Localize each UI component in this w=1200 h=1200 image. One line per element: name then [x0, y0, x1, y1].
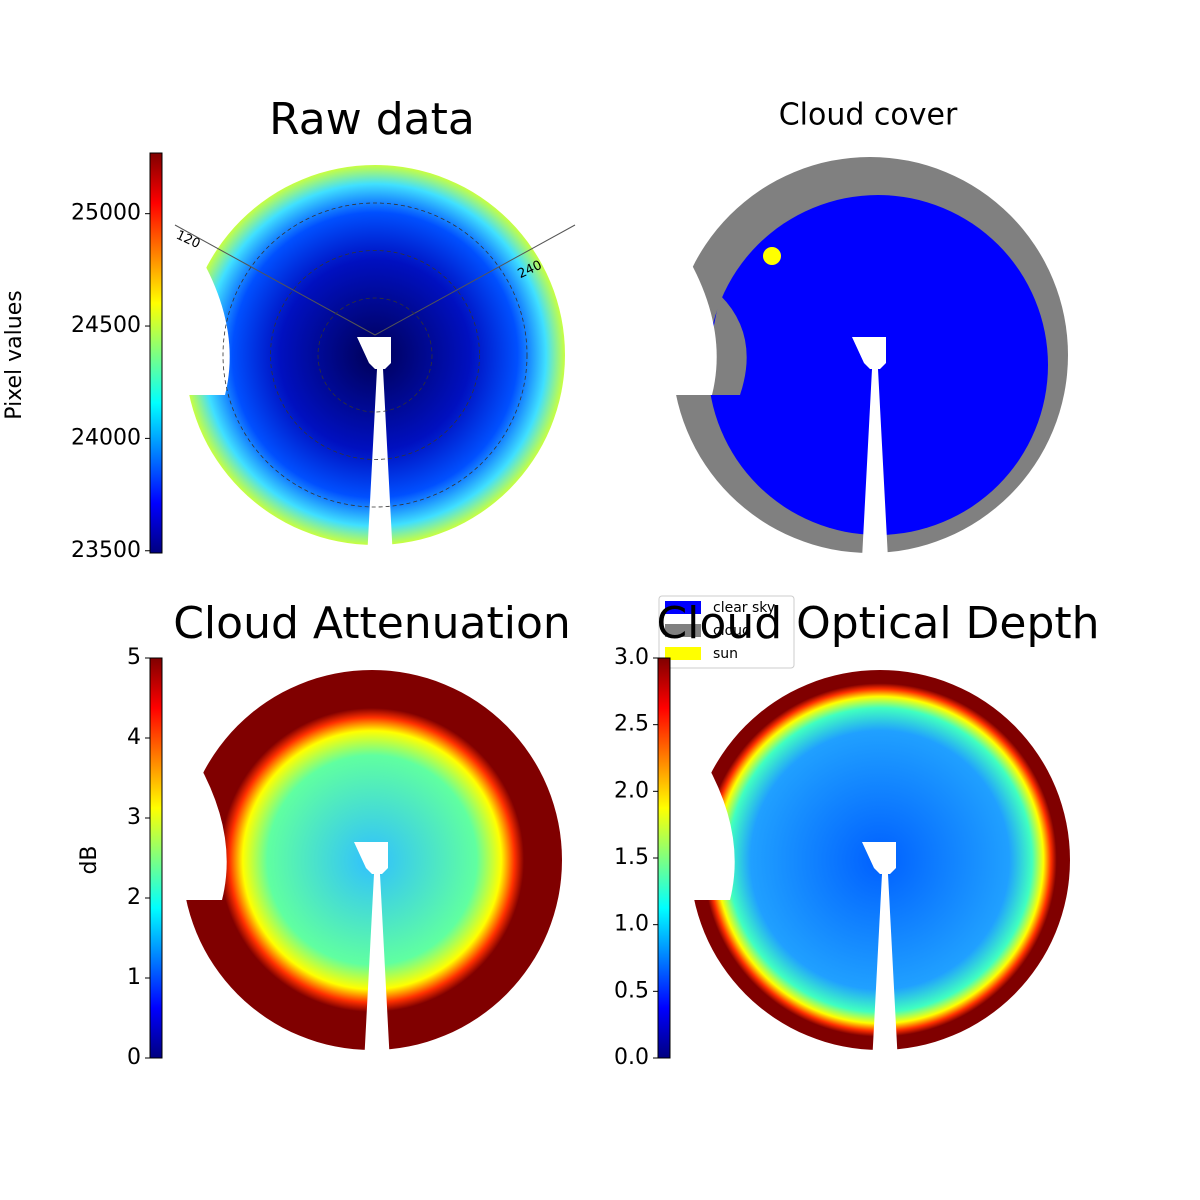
colorbar-tick-label: 0.5	[614, 978, 649, 1003]
colorbar-tick-label: 23500	[71, 538, 141, 563]
mast	[357, 337, 393, 559]
polar-ring	[317, 297, 433, 413]
colorbar-tick-label: 2.0	[614, 778, 649, 803]
legend-label: cloud	[713, 623, 751, 639]
colorbar-tick-label: 25000	[71, 201, 141, 226]
panel-title: Cloud Optical Depth	[656, 598, 1099, 649]
colorbar-tick-label: 4	[127, 725, 141, 750]
colorbar	[149, 152, 163, 554]
colorbar-tick-label: 1.5	[614, 845, 649, 870]
colorbar	[149, 657, 163, 1059]
colorbar-tick-label: 1	[127, 965, 141, 990]
colorbar-tick-label: 1.0	[614, 912, 649, 937]
colorbar-tick-label: 0.0	[614, 1045, 649, 1070]
colorbar-tick-label: 2.5	[614, 712, 649, 737]
sky-cutout	[685, 730, 735, 900]
colorbar-tick-label: 3.0	[614, 645, 649, 670]
polar-ring	[270, 250, 480, 460]
legend-label: clear sky	[713, 600, 775, 616]
mast	[862, 842, 898, 1064]
colorbar-label: dB	[77, 845, 102, 874]
colorbar-tick-label: 2	[127, 885, 141, 910]
polar-axis	[374, 224, 576, 336]
colorbar-tick-label: 24500	[71, 313, 141, 338]
polar-axis	[174, 224, 376, 336]
panel-title: Cloud cover	[779, 98, 958, 133]
colorbar-tick-label: 24000	[71, 425, 141, 450]
sky-cutout	[177, 730, 227, 900]
mast	[354, 842, 390, 1064]
legend-swatch	[665, 601, 701, 614]
colorbar-tick-label: 0	[127, 1045, 141, 1070]
sky-cutout	[667, 225, 717, 395]
mast	[852, 337, 888, 559]
panel-title: Raw data	[269, 94, 475, 145]
sun	[763, 247, 781, 265]
colorbar-tick-label: 5	[127, 645, 141, 670]
colorbar	[657, 657, 671, 1059]
legend-swatch	[665, 624, 701, 637]
colorbar-label: Pixel values	[2, 290, 27, 419]
legend-swatch	[665, 647, 701, 660]
sky-cutout	[180, 225, 230, 395]
panel-title: Cloud Attenuation	[173, 598, 571, 649]
colorbar-tick-label: 3	[127, 805, 141, 830]
polar-ring	[222, 202, 528, 508]
legend-label: sun	[713, 646, 738, 662]
